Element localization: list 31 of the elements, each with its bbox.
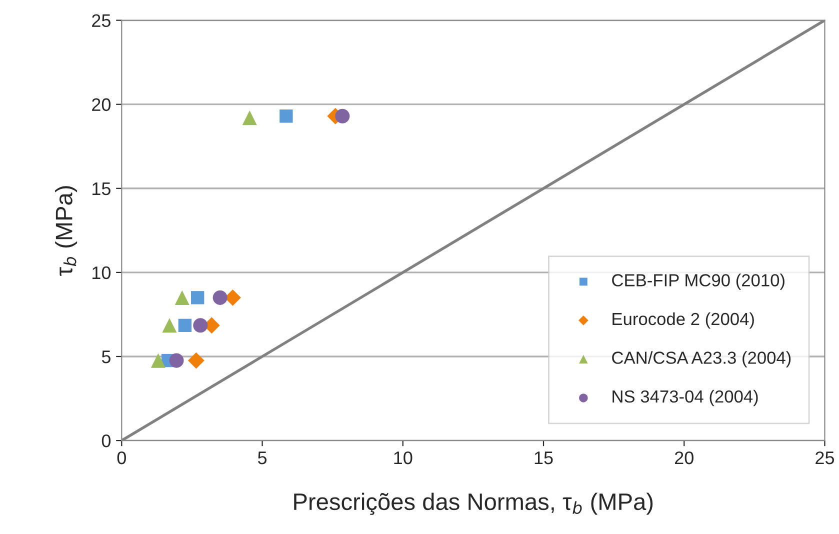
- x-tick-label: 0: [117, 451, 126, 464]
- point: [150, 353, 166, 368]
- point: [178, 318, 192, 332]
- point: [188, 352, 204, 369]
- point: [174, 290, 190, 305]
- legend-label: CAN/CSA A23.3 (2004): [612, 351, 791, 368]
- point: [212, 290, 228, 305]
- y-tick-label: 5: [102, 350, 110, 364]
- point: [169, 353, 184, 368]
- y-tick-label: 0: [102, 434, 111, 448]
- point: [280, 110, 293, 123]
- legend-label: CEB-FIP MC90 (2010): [612, 274, 784, 290]
- y-tick-label: 10: [92, 266, 111, 280]
- point: [193, 318, 208, 333]
- y-tick-label: 15: [92, 182, 110, 196]
- y-tick-label: 25: [92, 14, 110, 28]
- point: [242, 110, 257, 126]
- point: [162, 318, 177, 333]
- x-tick-label: 20: [674, 451, 694, 464]
- point: [335, 108, 350, 124]
- x-tick-label: 5: [258, 452, 267, 464]
- y-tick-label: 20: [92, 98, 111, 112]
- x-tick-label: 10: [394, 451, 412, 464]
- legend-label: NS 3473-04 (2004): [612, 390, 758, 406]
- point: [224, 289, 241, 306]
- point: [191, 291, 204, 304]
- x-tick-label: 25: [816, 451, 834, 464]
- y-axis-title: τ$_{b}$ (MPa): [55, 186, 78, 276]
- x-tick-label: 15: [534, 452, 553, 464]
- legend-label: Eurocode 2 (2004): [612, 312, 754, 329]
- x-axis-title: Prescrições das Normas, τ$_{b}$ (MPa): [294, 492, 653, 515]
